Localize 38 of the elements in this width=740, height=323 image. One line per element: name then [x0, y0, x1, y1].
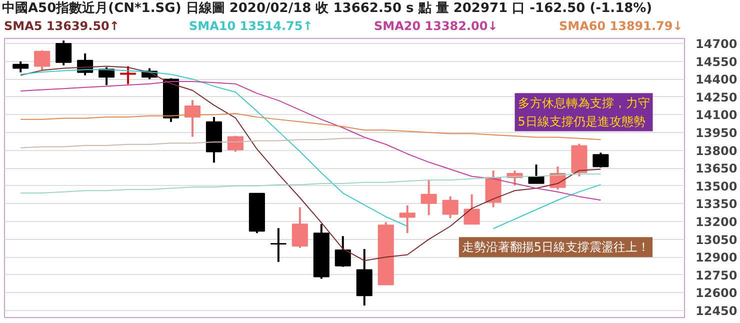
candlestick	[56, 40, 72, 66]
line-series	[20, 174, 602, 194]
candlestick	[184, 99, 201, 138]
text: SMA60 13891.79↓	[559, 18, 684, 35]
y-tick-label: 13950	[696, 126, 738, 140]
candlestick	[292, 206, 308, 249]
candlestick	[270, 227, 286, 263]
y-tick-label: 12450	[696, 304, 738, 318]
y-tick-label: 14250	[696, 90, 738, 104]
y-tick-label: 12750	[696, 268, 738, 282]
candlestick	[420, 179, 437, 216]
annotation: 走勢沿著翻揚5日線支撐震盪往上！	[462, 240, 650, 254]
candlestick	[464, 193, 480, 226]
candlestick	[227, 134, 244, 153]
y-tick-label: 13800	[696, 144, 738, 158]
candlestick	[528, 164, 544, 184]
y-tick-label: 13500	[696, 179, 738, 194]
y-tick-label: 12600	[696, 286, 738, 300]
y-tick-label: 14100	[696, 108, 738, 122]
annotation: 多方休息轉為支撐，力守 5日線支撐仍是進攻態勢	[518, 96, 650, 128]
y-tick-label: 13350	[696, 197, 738, 212]
y-tick-label: 13200	[696, 214, 738, 229]
y-tick-label: 14550	[696, 54, 738, 69]
text: SMA5 13639.50↑	[4, 18, 120, 35]
candlestick	[592, 152, 609, 168]
candlestick	[334, 235, 351, 268]
y-tick-label: 13050	[696, 232, 738, 247]
y-tick-label: 13650	[696, 162, 738, 176]
candlestick	[34, 49, 50, 72]
text: SMA20 13382.00↓	[374, 18, 499, 35]
chart-title: 中國A50指數近月(CN*1.SG) 日線圖 2020/02/18 收 13662.50 s 點 量 202971 口 -162.50 (-1.18%)	[2, 0, 652, 18]
text: SMA10 13514.75↑	[189, 18, 314, 35]
y-tick-label: 14400	[696, 72, 738, 87]
y-tick-label: 14700	[696, 36, 738, 51]
candlestick	[399, 204, 416, 234]
y-tick-label: 12900	[696, 250, 738, 265]
candlestick	[12, 60, 29, 74]
candlestick	[442, 195, 458, 220]
